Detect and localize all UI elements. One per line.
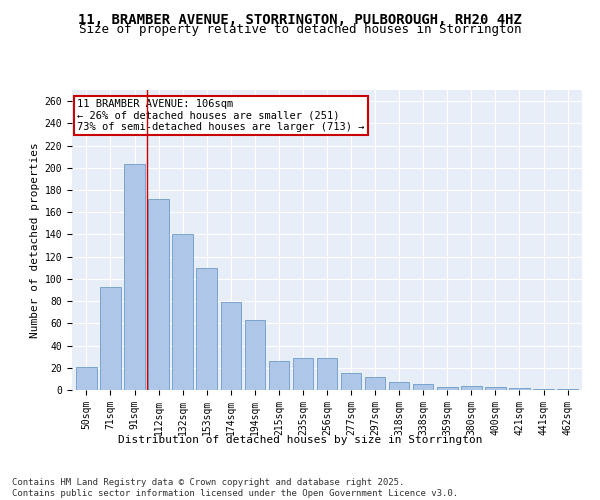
Bar — [389, 382, 409, 390]
Text: 11 BRAMBER AVENUE: 106sqm
← 26% of detached houses are smaller (251)
73% of semi: 11 BRAMBER AVENUE: 106sqm ← 26% of detac… — [77, 99, 365, 132]
Bar — [196, 268, 217, 390]
Text: Size of property relative to detached houses in Storrington: Size of property relative to detached ho… — [79, 22, 521, 36]
Text: Distribution of detached houses by size in Storrington: Distribution of detached houses by size … — [118, 435, 482, 445]
Bar — [317, 358, 337, 390]
Bar — [148, 199, 169, 390]
Bar — [437, 386, 458, 390]
Bar — [557, 389, 578, 390]
Bar — [172, 234, 193, 390]
Bar — [341, 374, 361, 390]
Text: 11, BRAMBER AVENUE, STORRINGTON, PULBOROUGH, RH20 4HZ: 11, BRAMBER AVENUE, STORRINGTON, PULBORO… — [78, 12, 522, 26]
Bar — [76, 366, 97, 390]
Y-axis label: Number of detached properties: Number of detached properties — [31, 142, 40, 338]
Bar — [461, 386, 482, 390]
Bar — [533, 389, 554, 390]
Bar — [509, 388, 530, 390]
Bar — [293, 358, 313, 390]
Bar — [269, 361, 289, 390]
Bar — [245, 320, 265, 390]
Bar — [413, 384, 433, 390]
Bar — [485, 386, 506, 390]
Bar — [365, 376, 385, 390]
Bar — [221, 302, 241, 390]
Bar — [100, 286, 121, 390]
Text: Contains HM Land Registry data © Crown copyright and database right 2025.
Contai: Contains HM Land Registry data © Crown c… — [12, 478, 458, 498]
Bar — [124, 164, 145, 390]
